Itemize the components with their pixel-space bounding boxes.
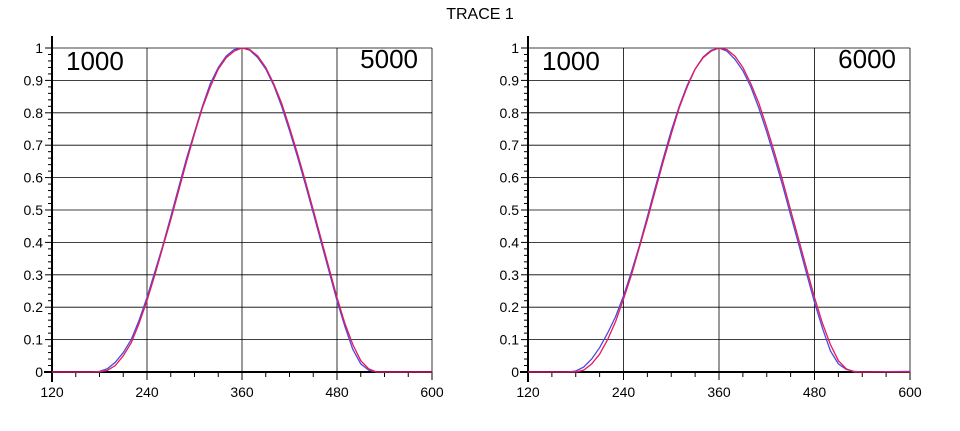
x-tick-label: 240 (135, 384, 159, 400)
x-tick-label: 480 (325, 384, 349, 400)
y-tick-label: 0.8 (500, 105, 520, 121)
y-tick-label: 0.6 (500, 170, 520, 186)
x-tick-label: 120 (40, 384, 64, 400)
panel-label-right: 5000 (360, 44, 418, 74)
x-tick-label: 480 (803, 384, 827, 400)
y-tick-label: 0 (35, 364, 43, 380)
x-tick-label: 600 (898, 384, 922, 400)
y-tick-label: 0.5 (500, 202, 520, 218)
series-line-2 (528, 47, 910, 373)
y-tick-label: 0.7 (24, 137, 44, 153)
x-tick-label: 600 (420, 384, 444, 400)
y-tick-label: 0.9 (500, 72, 520, 88)
y-tick-label: 0 (511, 364, 519, 380)
x-tick-label: 360 (230, 384, 254, 400)
y-tick-label: 0.1 (24, 332, 44, 348)
y-tick-label: 0.6 (24, 170, 44, 186)
y-tick-label: 0.4 (500, 234, 520, 250)
series-line-1 (52, 47, 432, 373)
y-tick-label: 1 (35, 40, 43, 56)
y-tick-label: 0.3 (500, 267, 520, 283)
y-tick-label: 0.8 (24, 105, 44, 121)
series-line-2 (52, 47, 432, 373)
x-tick-label: 240 (612, 384, 636, 400)
y-tick-label: 1 (511, 40, 519, 56)
y-tick-label: 0.9 (24, 72, 44, 88)
y-tick-label: 0.1 (500, 332, 520, 348)
y-tick-label: 0.4 (24, 234, 44, 250)
panel-label-right: 6000 (838, 44, 896, 74)
y-tick-label: 0.5 (24, 202, 44, 218)
page-title: TRACE 1 (446, 6, 514, 23)
y-tick-label: 0.2 (500, 299, 520, 315)
panel-label-left: 1000 (542, 46, 600, 76)
panel-label-left: 1000 (66, 46, 124, 76)
x-tick-label: 120 (516, 384, 540, 400)
y-tick-label: 0.7 (500, 137, 520, 153)
y-tick-label: 0.2 (24, 299, 44, 315)
y-tick-label: 0.3 (24, 267, 44, 283)
x-tick-label: 360 (707, 384, 731, 400)
